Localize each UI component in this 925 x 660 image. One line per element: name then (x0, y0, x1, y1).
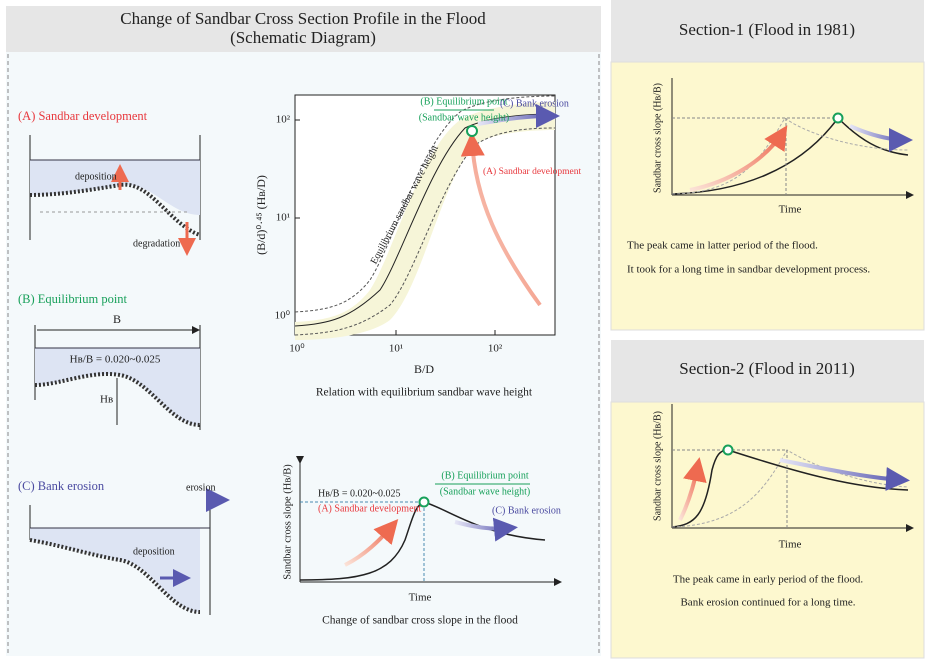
axes (671, 78, 912, 196)
point-label: (A) Sandbar development (483, 166, 581, 177)
point-label: (C) Bank erosion (500, 98, 569, 109)
axes (671, 404, 912, 529)
erosion-arrow (779, 458, 910, 491)
water (35, 348, 200, 425)
annotation: Hʙ (100, 394, 113, 406)
equilibrium-point (418, 496, 430, 508)
development-arrow (460, 132, 542, 307)
main-title: Change of Sandbar Cross Section Profile … (120, 9, 486, 28)
annotation: degradation (133, 238, 180, 249)
point-label: (A) Sandbar development (318, 503, 422, 514)
section-header (611, 340, 924, 402)
x-tick-label: 10² (488, 343, 503, 355)
equilibrium-point (466, 125, 478, 137)
y-axis-label: Sandbar cross slope (Hʙ/B) (652, 411, 663, 521)
annotation: deposition (75, 171, 117, 182)
reference-curve (671, 117, 909, 195)
y-tick-label: 10² (276, 114, 291, 126)
band (295, 102, 555, 340)
axis-arrow (671, 78, 912, 195)
stage-label: (B) Equilibrium point (18, 292, 128, 306)
stage-label: (A) Sandbar development (18, 109, 148, 123)
guide (300, 501, 425, 582)
section-title: Section-1 (Flood in 1981) (679, 20, 855, 39)
y-axis-label: (B/d)⁰·⁴⁵ (Hʙ/D) (254, 175, 268, 255)
range-label: Hʙ/B = 0.020~0.025 (318, 488, 400, 499)
peak-point (722, 444, 734, 456)
annotation: Hʙ/B = 0.020~0.025 (70, 354, 161, 366)
peak-point (832, 112, 844, 124)
main-header (6, 6, 601, 52)
bed (29, 182, 201, 237)
water (30, 528, 200, 612)
annotation: deposition (133, 546, 175, 557)
point-label: (Sandbar wave height) (419, 112, 510, 123)
section-title: Section-2 (Flood in 2011) (679, 359, 855, 378)
bed (29, 538, 201, 614)
axis-arrow (671, 404, 912, 528)
band-lower (294, 127, 556, 336)
y-axis-label: Sandbar cross slope (Hʙ/B) (652, 83, 663, 193)
y-tick-label: 10¹ (276, 212, 290, 224)
band-center (294, 113, 556, 327)
section-panel (610, 61, 925, 331)
tick (295, 119, 496, 335)
section-header (611, 0, 924, 62)
bed (34, 372, 201, 427)
erosion-arrow (849, 124, 913, 152)
x-tick-label: 10⁰ (289, 343, 305, 355)
section-panel (610, 401, 925, 659)
water (30, 160, 200, 215)
band-upper (294, 95, 556, 313)
development-arrow (344, 518, 399, 567)
point-label: (C) Bank erosion (492, 505, 561, 516)
point-label: (B) Equilibrium point (420, 96, 507, 107)
note: The peak came in early period of the flo… (673, 574, 864, 586)
annotation: B (113, 312, 121, 326)
x-axis-label: Time (779, 539, 802, 551)
note: The peak came in latter period of the fl… (627, 240, 818, 252)
panel-border (7, 54, 600, 656)
point-label: (Sandbar wave height) (440, 486, 531, 497)
x-axis-label: Time (409, 592, 432, 604)
note: It took for a long time in sandbar devel… (627, 264, 870, 276)
development-arrow (689, 125, 788, 192)
y-axis-label: Sandbar cross slope (Hʙ/B) (282, 464, 293, 580)
caption: Relation with equilibrium sandbar wave h… (316, 387, 533, 399)
guide (672, 449, 788, 528)
erosion-arrow (477, 104, 560, 129)
x-axis-label: Time (779, 204, 802, 216)
annotation: erosion (186, 482, 215, 493)
stage-label: (C) Bank erosion (18, 479, 105, 493)
point-label: (B) Equilibrium point (441, 470, 528, 481)
development-arrow (678, 457, 707, 521)
x-axis-label: B/D (414, 362, 434, 376)
caption: Change of sandbar cross slope in the flo… (322, 615, 518, 627)
note: Bank erosion continued for a long time. (680, 597, 855, 609)
x-tick-label: 10¹ (389, 343, 403, 355)
y-tick-label: 10⁰ (275, 310, 291, 322)
main-subtitle: (Schematic Diagram) (230, 28, 376, 47)
erosion-arrow (454, 517, 518, 542)
axes (299, 460, 560, 582)
slope-curve (671, 116, 909, 195)
